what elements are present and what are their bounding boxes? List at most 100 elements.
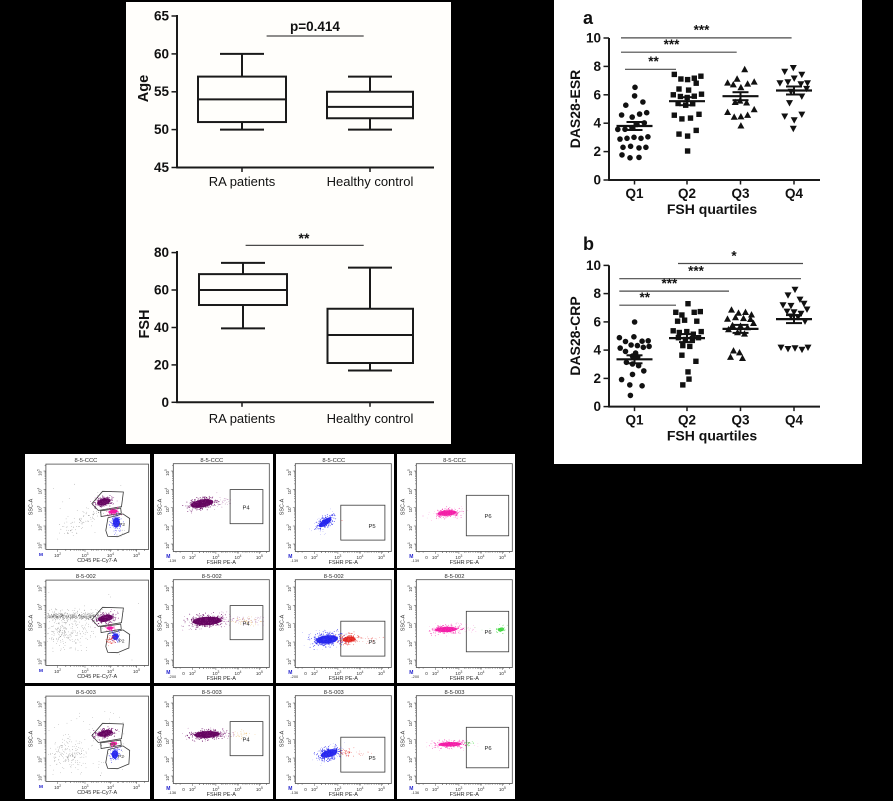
- svg-text:8-5-003: 8-5-003: [202, 690, 222, 696]
- svg-text:RA patients: RA patients: [209, 174, 276, 189]
- svg-text:P4: P4: [243, 621, 251, 627]
- svg-text:105: 105: [285, 469, 291, 476]
- svg-text:45: 45: [154, 160, 170, 175]
- svg-text:102: 102: [164, 756, 170, 763]
- svg-text:-136: -136: [290, 790, 298, 795]
- svg-text:105: 105: [377, 669, 384, 675]
- svg-text:P4: P4: [243, 506, 251, 512]
- svg-text:102: 102: [36, 756, 42, 763]
- svg-text:103: 103: [82, 552, 89, 558]
- svg-text:CD45 PE-Cy7-A: CD45 PE-Cy7-A: [77, 674, 117, 680]
- svg-text:FSHR PE-A: FSHR PE-A: [328, 792, 358, 798]
- svg-text:104: 104: [36, 719, 42, 726]
- svg-text:104: 104: [285, 719, 291, 726]
- svg-text:-136: -136: [168, 790, 176, 795]
- svg-text:SSC-A: SSC-A: [158, 498, 164, 515]
- svg-text:SSC-A: SSC-A: [28, 730, 34, 747]
- svg-text:80: 80: [154, 245, 169, 260]
- svg-text:102: 102: [432, 554, 439, 560]
- svg-text:103: 103: [285, 505, 291, 512]
- svg-text:104: 104: [235, 786, 242, 792]
- svg-text:***: ***: [664, 37, 681, 52]
- svg-text:60: 60: [154, 46, 169, 61]
- svg-text:SSC-A: SSC-A: [158, 730, 164, 747]
- svg-text:Q2: Q2: [678, 413, 696, 428]
- svg-text:FSHR PE-A: FSHR PE-A: [450, 560, 480, 566]
- svg-text:0: 0: [304, 787, 307, 792]
- svg-text:101: 101: [164, 657, 170, 664]
- svg-text:105: 105: [499, 669, 506, 675]
- svg-text:M: M: [166, 786, 170, 792]
- svg-text:M: M: [409, 554, 413, 560]
- svg-text:M: M: [409, 670, 413, 676]
- svg-text:-139: -139: [290, 558, 298, 563]
- svg-text:SSC-A: SSC-A: [279, 614, 285, 631]
- svg-text:105: 105: [164, 469, 170, 476]
- svg-text:6: 6: [593, 87, 601, 102]
- svg-text:104: 104: [478, 554, 485, 560]
- svg-text:SSC-A: SSC-A: [28, 498, 34, 515]
- svg-text:104: 104: [107, 667, 114, 673]
- svg-text:105: 105: [133, 552, 140, 558]
- svg-text:8-5-CCC: 8-5-CCC: [322, 458, 345, 464]
- svg-text:102: 102: [407, 756, 413, 763]
- svg-text:Q1: Q1: [625, 186, 644, 201]
- svg-text:SSC-A: SSC-A: [401, 498, 407, 515]
- svg-text:-139: -139: [168, 558, 176, 563]
- svg-text:p=0.414: p=0.414: [290, 19, 340, 34]
- svg-text:FSHR PE-A: FSHR PE-A: [328, 560, 358, 566]
- svg-text:103: 103: [212, 554, 219, 560]
- svg-text:0: 0: [593, 173, 601, 188]
- svg-text:102: 102: [407, 524, 413, 531]
- svg-text:105: 105: [407, 584, 413, 591]
- svg-text:FSHR PE-A: FSHR PE-A: [450, 676, 480, 682]
- svg-text:104: 104: [107, 552, 114, 558]
- svg-text:102: 102: [36, 639, 42, 646]
- svg-text:SSC-A: SSC-A: [28, 614, 34, 631]
- svg-text:104: 104: [235, 554, 242, 560]
- svg-text:103: 103: [455, 554, 462, 560]
- svg-text:105: 105: [407, 469, 413, 476]
- svg-text:101: 101: [36, 657, 42, 664]
- svg-text:P5: P5: [368, 756, 375, 762]
- svg-text:103: 103: [36, 621, 42, 628]
- svg-text:0: 0: [182, 671, 185, 676]
- svg-text:0: 0: [425, 787, 428, 792]
- svg-text:105: 105: [164, 584, 170, 591]
- svg-text:102: 102: [285, 524, 291, 531]
- svg-text:102: 102: [36, 524, 42, 531]
- svg-text:**: **: [299, 230, 310, 246]
- svg-text:FSHR PE-A: FSHR PE-A: [450, 792, 480, 798]
- svg-text:102: 102: [407, 639, 413, 646]
- svg-text:***: ***: [662, 276, 679, 291]
- svg-text:***: ***: [694, 23, 711, 38]
- svg-text:102: 102: [164, 524, 170, 531]
- svg-text:55: 55: [154, 84, 170, 99]
- svg-text:103: 103: [82, 667, 89, 673]
- svg-text:M: M: [166, 554, 170, 560]
- svg-text:FSHR PE-A: FSHR PE-A: [207, 560, 237, 566]
- svg-text:4: 4: [593, 343, 601, 358]
- svg-text:20: 20: [154, 357, 169, 372]
- svg-text:102: 102: [189, 786, 196, 792]
- svg-text:a: a: [583, 8, 594, 28]
- svg-text:60: 60: [154, 283, 169, 298]
- svg-text:Q3: Q3: [731, 413, 750, 428]
- svg-text:8-5-CCC: 8-5-CCC: [74, 458, 97, 464]
- svg-text:M: M: [39, 552, 43, 558]
- svg-text:103: 103: [36, 505, 42, 512]
- svg-text:P5: P5: [368, 524, 375, 530]
- svg-text:M: M: [288, 786, 292, 792]
- svg-text:105: 105: [256, 554, 263, 560]
- svg-text:Healthy control: Healthy control: [327, 174, 414, 189]
- svg-text:-200: -200: [290, 674, 299, 679]
- svg-text:103: 103: [164, 505, 170, 512]
- svg-text:10: 10: [586, 31, 601, 46]
- svg-text:4: 4: [593, 116, 601, 131]
- svg-text:0: 0: [425, 555, 428, 560]
- svg-text:102: 102: [54, 552, 61, 558]
- svg-text:8: 8: [593, 59, 601, 74]
- svg-text:101: 101: [36, 542, 42, 549]
- svg-text:SSC-A: SSC-A: [158, 614, 164, 631]
- svg-text:8-5-003: 8-5-003: [76, 690, 96, 696]
